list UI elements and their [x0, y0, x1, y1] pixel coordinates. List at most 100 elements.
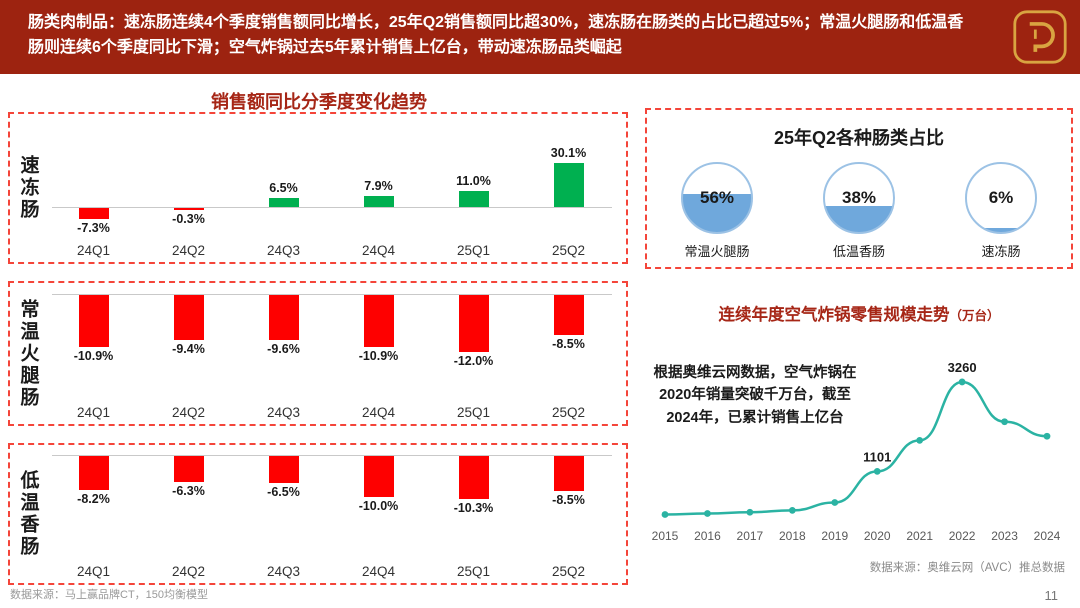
x-axis-label: 2024 — [1034, 529, 1061, 543]
panel-category-share: 25年Q2各种肠类占比 56% 常温火腿肠 38% 低温香肠 6% 速冻肠 — [645, 108, 1073, 269]
header-headline: 肠类肉制品：速冻肠连续4个季度销售额同比增长，25年Q2销售额同比超30%，速冻… — [28, 14, 964, 56]
bar-group: 30.1% 25Q2 — [521, 120, 616, 258]
gauge-circle: 6% — [965, 162, 1037, 234]
bar-value-label: -9.4% — [172, 341, 205, 356]
ham-sausage-bar-chart: -10.9% 24Q1 -9.4% 24Q2 -9.6% 24Q3 -10.9% 24Q4 -1… — [46, 283, 626, 424]
bar-value-label: 6.5% — [269, 180, 298, 195]
bar-plot-area: 11.0% — [426, 120, 521, 236]
negative-bar — [78, 456, 109, 490]
frozen-sausage-bar-chart: -7.3% 24Q1 -0.3% 24Q2 6.5% 24Q3 7.9% 24Q4 11.0% 2… — [46, 114, 626, 262]
bar-plot-area: 6.5% — [236, 120, 331, 236]
category-label: 25Q2 — [551, 564, 586, 579]
footer-source: 数据来源：马上赢品牌CT，150均衡模型 — [10, 589, 209, 601]
bar-value-label: -8.5% — [552, 337, 585, 352]
category-label: 24Q2 — [171, 243, 206, 258]
category-label: 25Q2 — [551, 243, 586, 258]
data-point-marker — [704, 510, 711, 517]
data-point-marker — [1043, 432, 1051, 440]
panel-frozen-sausage: 速冻肠 -7.3% 24Q1 -0.3% 24Q2 6.5% 24Q3 7.9% 24Q4 11… — [8, 112, 628, 264]
negative-bar — [78, 208, 109, 219]
bar-plot-area: -8.5% — [521, 289, 616, 389]
zero-axis-line — [52, 455, 612, 457]
bar-value-label: -10.0% — [358, 499, 399, 514]
bar-plot-area: 7.9% — [331, 120, 426, 236]
negative-bar — [268, 456, 299, 483]
zero-axis-line — [52, 293, 612, 295]
bar-group: -12.0% 25Q1 — [426, 289, 521, 420]
share-gauge-2: 6% 速冻肠 — [965, 162, 1037, 260]
data-point-marker — [873, 467, 881, 475]
category-label: 25Q1 — [456, 564, 491, 579]
page-number: 11 — [1044, 588, 1059, 603]
airfryer-chart-title: 连续年度空气炸锅零售规模走势（万台） — [645, 301, 1073, 325]
bar-value-label: -7.3% — [77, 220, 110, 235]
bar-value-label: -8.5% — [552, 493, 585, 508]
negative-bar — [363, 294, 394, 347]
bar-group: -9.4% 24Q2 — [141, 289, 236, 420]
negative-bar — [458, 456, 489, 499]
airfryer-chart-title-unit: （万台） — [949, 309, 1000, 323]
category-label: 24Q2 — [171, 405, 206, 420]
negative-bar — [553, 456, 584, 492]
category-label: 24Q1 — [76, 243, 111, 258]
panel-ham-sausage: 常温火腿肠 -10.9% 24Q1 -9.4% 24Q2 -9.6% 24Q3 -10.9%… — [8, 281, 628, 426]
category-label: 24Q4 — [361, 405, 396, 420]
bar-plot-area: -10.9% — [331, 289, 426, 389]
share-panel-title: 25年Q2各种肠类占比 — [773, 128, 945, 148]
bar-group: -6.3% 24Q2 — [141, 451, 236, 579]
header-banner: 肠类肉制品：速冻肠连续4个季度销售额同比增长，25年Q2销售额同比超30%，速冻… — [0, 0, 1080, 74]
share-gauge-0: 56% 常温火腿肠 — [681, 162, 753, 260]
bar-plot-area: -7.3% — [46, 120, 141, 236]
left-section-title: 销售额同比分季度变化趋势 — [211, 92, 427, 112]
bar-group: 7.9% 24Q4 — [331, 120, 426, 258]
x-axis-label: 2018 — [779, 529, 806, 543]
bar-group: -6.5% 24Q3 — [236, 451, 331, 579]
airfryer-source: 数据来源：奥维云网（AVC）推总数据 — [869, 562, 1065, 574]
data-point-marker — [661, 511, 669, 518]
lowtemp-sausage-bar-chart: -8.2% 24Q1 -6.3% 24Q2 -6.5% 24Q3 -10.0% 24Q4 -10… — [46, 445, 626, 583]
airfryer-trend-line — [664, 380, 1048, 516]
category-label: 25Q1 — [456, 405, 491, 420]
negative-bar — [553, 294, 584, 336]
panel-frozen-sausage-label: 速冻肠 — [17, 155, 39, 221]
gauge-circle: 38% — [823, 162, 895, 234]
bar-plot-area: -9.4% — [141, 289, 236, 389]
gauge-label: 常温火腿肠 — [684, 244, 750, 259]
x-axis-label: 2019 — [821, 529, 848, 543]
share-gauges: 56% 常温火腿肠 38% 低温香肠 6% 速冻肠 — [647, 150, 1071, 260]
brand-logo-icon — [1012, 9, 1068, 65]
gauge-label: 速冻肠 — [981, 244, 1021, 259]
data-point-marker — [1001, 418, 1008, 426]
bar-group: -10.3% 25Q1 — [426, 451, 521, 579]
bar-plot-area: -10.0% — [331, 451, 426, 546]
bar-plot-area: -8.2% — [46, 451, 141, 546]
data-point-marker — [958, 378, 966, 386]
x-axis-label: 2021 — [906, 529, 933, 543]
bar-group: -8.5% 25Q2 — [521, 451, 616, 579]
airfryer-chart-title-text: 连续年度空气炸锅零售规模走势 — [718, 306, 950, 324]
bar-plot-area: -10.9% — [46, 289, 141, 389]
gauge-label: 低温香肠 — [832, 244, 885, 259]
bar-value-label: -6.3% — [172, 484, 205, 499]
x-axis-label: 2022 — [949, 529, 976, 543]
bar-group: -10.9% 24Q4 — [331, 289, 426, 420]
positive-bar — [268, 197, 299, 207]
bar-value-label: -9.6% — [267, 342, 300, 357]
x-axis-label: 2016 — [694, 529, 721, 543]
category-label: 24Q3 — [266, 243, 301, 258]
bar-group: 11.0% 25Q1 — [426, 120, 521, 258]
category-label: 24Q1 — [76, 564, 111, 579]
category-label: 24Q1 — [76, 405, 111, 420]
data-point-marker — [831, 499, 839, 506]
negative-bar — [363, 456, 394, 498]
bar-value-label: -8.2% — [77, 492, 110, 506]
category-label: 24Q4 — [361, 243, 396, 258]
negative-bar — [173, 456, 204, 483]
negative-bar — [173, 208, 204, 210]
positive-bar — [458, 191, 489, 207]
category-label: 25Q2 — [551, 405, 586, 420]
bar-group: -8.2% 24Q1 — [46, 451, 141, 579]
bar-value-label: 11.0% — [456, 174, 491, 189]
bar-group: -7.3% 24Q1 — [46, 120, 141, 258]
panel-lowtemp-sausage-label: 低温香肠 — [17, 470, 39, 558]
